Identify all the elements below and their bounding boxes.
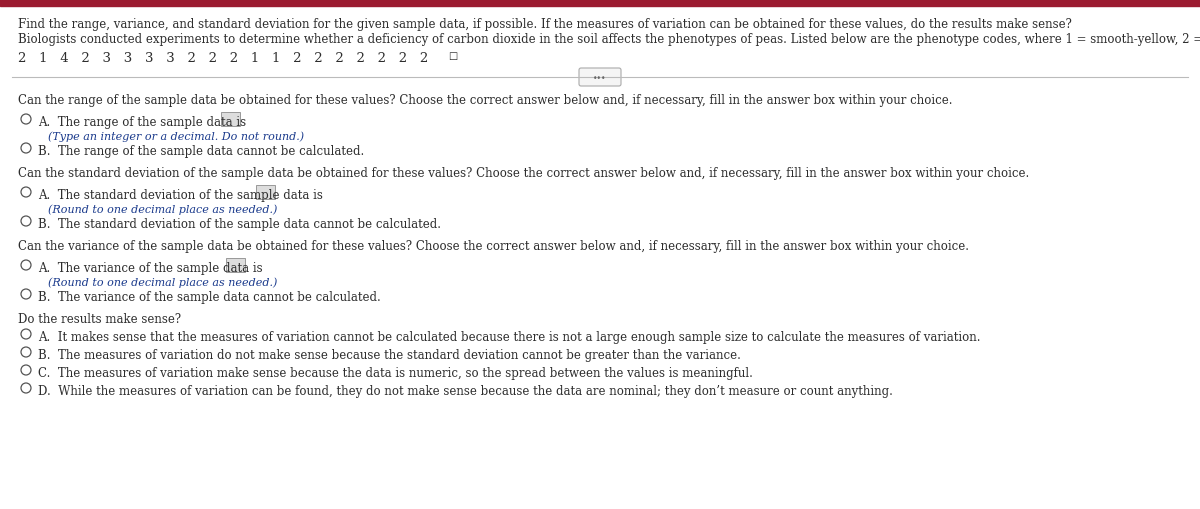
Text: Can the standard deviation of the sample data be obtained for these values? Choo: Can the standard deviation of the sample… [18, 166, 1030, 180]
Text: A.  The range of the sample data is: A. The range of the sample data is [38, 116, 246, 129]
Text: D.  While the measures of variation can be found, they do not make sense because: D. While the measures of variation can b… [38, 384, 893, 397]
Text: 2   1   4   2   3   3   3   3   2   2   2   1   1   2   2   2   2   2   2   2: 2 1 4 2 3 3 3 3 2 2 2 1 1 2 2 2 2 2 2 2 [18, 52, 428, 65]
Text: □: □ [448, 52, 457, 61]
Circle shape [22, 365, 31, 375]
Text: (Type an integer or a decimal. Do not round.): (Type an integer or a decimal. Do not ro… [48, 131, 304, 142]
FancyBboxPatch shape [580, 69, 622, 87]
Text: Can the range of the sample data be obtained for these values? Choose the correc: Can the range of the sample data be obta… [18, 94, 953, 107]
Text: B.  The range of the sample data cannot be calculated.: B. The range of the sample data cannot b… [38, 145, 365, 158]
Circle shape [22, 115, 31, 125]
Circle shape [22, 383, 31, 393]
Circle shape [22, 261, 31, 270]
Circle shape [22, 347, 31, 357]
Text: B.  The standard deviation of the sample data cannot be calculated.: B. The standard deviation of the sample … [38, 217, 442, 231]
Text: A.  The variance of the sample data is: A. The variance of the sample data is [38, 262, 263, 274]
Text: Find the range, variance, and standard deviation for the given sample data, if p: Find the range, variance, and standard d… [18, 18, 1072, 31]
Text: A.  The standard deviation of the sample data is: A. The standard deviation of the sample … [38, 189, 323, 202]
Circle shape [22, 144, 31, 154]
Text: (Round to one decimal place as needed.): (Round to one decimal place as needed.) [48, 204, 277, 214]
FancyBboxPatch shape [226, 259, 245, 272]
Text: B.  The measures of variation do not make sense because the standard deviation c: B. The measures of variation do not make… [38, 348, 740, 361]
Text: (Round to one decimal place as needed.): (Round to one decimal place as needed.) [48, 276, 277, 287]
Text: Can the variance of the sample data be obtained for these values? Choose the cor: Can the variance of the sample data be o… [18, 240, 970, 252]
Text: A.  It makes sense that the measures of variation cannot be calculated because t: A. It makes sense that the measures of v… [38, 330, 980, 344]
Circle shape [22, 329, 31, 340]
Circle shape [22, 188, 31, 197]
Circle shape [22, 216, 31, 227]
Text: B.  The variance of the sample data cannot be calculated.: B. The variance of the sample data canno… [38, 291, 380, 303]
Text: Do the results make sense?: Do the results make sense? [18, 313, 181, 325]
Circle shape [22, 290, 31, 299]
Text: C.  The measures of variation make sense because the data is numeric, so the spr: C. The measures of variation make sense … [38, 366, 752, 379]
Text: •••: ••• [593, 74, 607, 83]
FancyBboxPatch shape [256, 186, 275, 200]
FancyBboxPatch shape [221, 113, 240, 127]
Bar [0, 0, 1200, 7]
Text: Biologists conducted experiments to determine whether a deficiency of carbon dio: Biologists conducted experiments to dete… [18, 33, 1200, 46]
